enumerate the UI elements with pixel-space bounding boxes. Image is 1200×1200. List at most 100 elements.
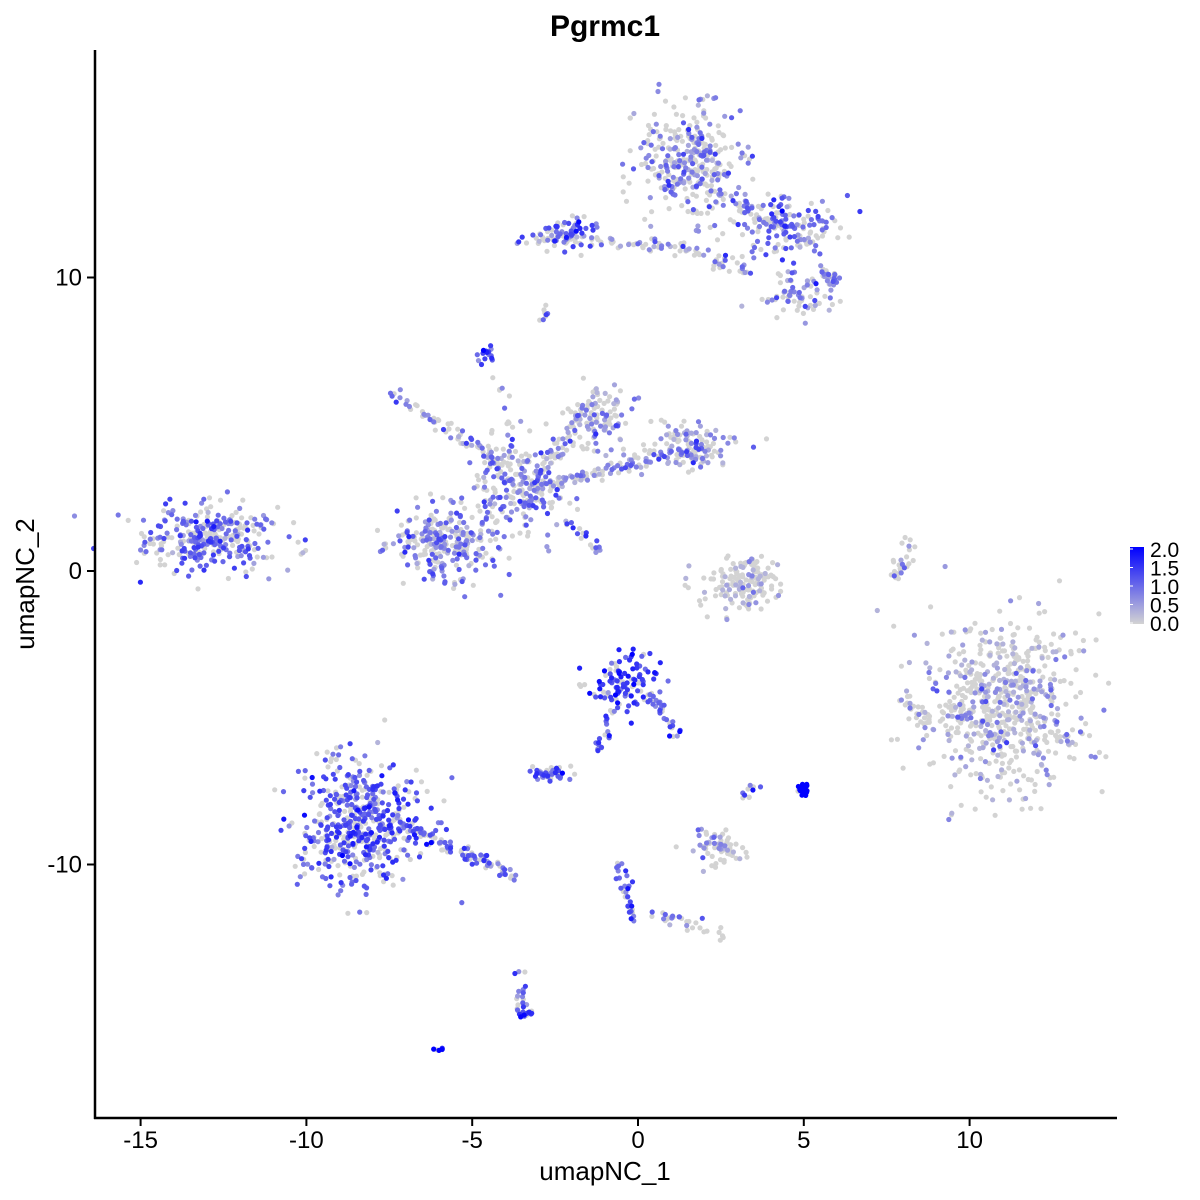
- cell-point: [707, 432, 714, 438]
- cell-point: [387, 765, 393, 771]
- cell-point: [540, 486, 546, 492]
- cell-point: [256, 531, 262, 537]
- cell-point: [837, 225, 844, 231]
- cell-point: [824, 278, 831, 284]
- cell-point: [819, 227, 825, 233]
- cell-point: [456, 566, 462, 573]
- cell-point: [311, 843, 317, 850]
- cell-point: [636, 674, 642, 680]
- cell-point: [1062, 654, 1068, 660]
- cell-point: [676, 914, 683, 920]
- cell-point: [363, 844, 369, 850]
- cell-point: [589, 402, 595, 408]
- cell-point: [807, 222, 813, 228]
- cell-point: [934, 688, 940, 694]
- cell-point: [766, 235, 772, 241]
- cell-point: [657, 660, 663, 666]
- cell-point: [752, 582, 758, 588]
- cell-point: [589, 222, 595, 228]
- cell-point: [405, 562, 411, 568]
- cell-point: [195, 544, 201, 550]
- cell-point: [796, 212, 802, 218]
- cell-point: [749, 229, 755, 235]
- cell-point: [626, 241, 632, 248]
- cell-point: [369, 815, 375, 821]
- cell-point: [324, 749, 330, 755]
- cell-point: [396, 533, 402, 539]
- cell-point: [703, 157, 710, 163]
- cell-point: [708, 576, 714, 582]
- cell-point: [702, 448, 708, 454]
- cell-point: [977, 775, 984, 782]
- cell-point: [671, 436, 677, 442]
- cell-point: [335, 863, 341, 869]
- cell-point: [713, 586, 719, 593]
- cell-point: [294, 881, 300, 887]
- cell-point: [720, 460, 726, 466]
- cell-point: [1025, 653, 1031, 659]
- cell-point: [928, 604, 934, 610]
- cell-point: [602, 424, 609, 430]
- cell-point: [1068, 651, 1074, 657]
- cell-point: [746, 601, 752, 608]
- cell-point: [427, 416, 433, 423]
- cell-point: [683, 165, 689, 171]
- cell-point: [1053, 656, 1059, 663]
- cell-point: [640, 682, 646, 688]
- cell-point: [431, 1046, 437, 1052]
- cell-point: [746, 606, 752, 612]
- cell-point: [632, 454, 638, 460]
- cell-point: [518, 1014, 524, 1020]
- cell-point: [484, 852, 490, 859]
- cell-point: [716, 929, 722, 936]
- cell-point: [520, 1004, 527, 1010]
- cell-point: [662, 98, 669, 104]
- cell-point: [657, 133, 663, 139]
- cell-point: [599, 410, 606, 416]
- cell-point: [165, 552, 171, 558]
- cell-point: [755, 229, 761, 235]
- cell-point: [1041, 723, 1047, 730]
- cell-point: [1006, 765, 1012, 771]
- cell-point: [603, 713, 609, 719]
- cell-point: [804, 783, 810, 789]
- cell-point: [994, 719, 1000, 726]
- cell-point: [232, 528, 238, 534]
- cell-point: [533, 468, 539, 474]
- cell-point: [958, 720, 964, 726]
- cell-point: [751, 244, 758, 251]
- cell-point: [1012, 678, 1019, 684]
- cell-point: [713, 427, 719, 433]
- cell-point: [652, 239, 658, 245]
- cell-point: [1023, 795, 1029, 802]
- cell-point: [762, 570, 768, 577]
- cell-point: [1002, 685, 1008, 691]
- x-axis-label: umapNC_1: [539, 1156, 671, 1186]
- cell-point: [518, 418, 524, 424]
- cell-point: [269, 554, 275, 560]
- cell-point: [356, 784, 362, 790]
- cell-point: [460, 852, 466, 858]
- cell-point: [648, 418, 654, 424]
- cell-point: [272, 787, 278, 793]
- cell-point: [731, 219, 737, 225]
- cell-point: [907, 700, 913, 707]
- cell-point: [972, 806, 978, 812]
- cell-point: [204, 514, 210, 520]
- cell-point: [336, 830, 342, 836]
- y-tick-label: 0: [69, 558, 82, 585]
- cell-point: [906, 543, 912, 549]
- cell-point: [994, 665, 1001, 671]
- cell-point: [1036, 644, 1042, 650]
- cell-point: [671, 160, 678, 166]
- cell-point: [208, 504, 214, 510]
- cell-point: [823, 224, 829, 231]
- cell-point: [1011, 768, 1017, 775]
- cell-point: [482, 503, 488, 510]
- cell-point: [750, 444, 757, 450]
- cell-point: [751, 216, 757, 222]
- cell-point: [667, 146, 673, 152]
- cell-point: [605, 398, 611, 404]
- cell-point: [604, 412, 610, 418]
- cell-point: [1088, 753, 1094, 759]
